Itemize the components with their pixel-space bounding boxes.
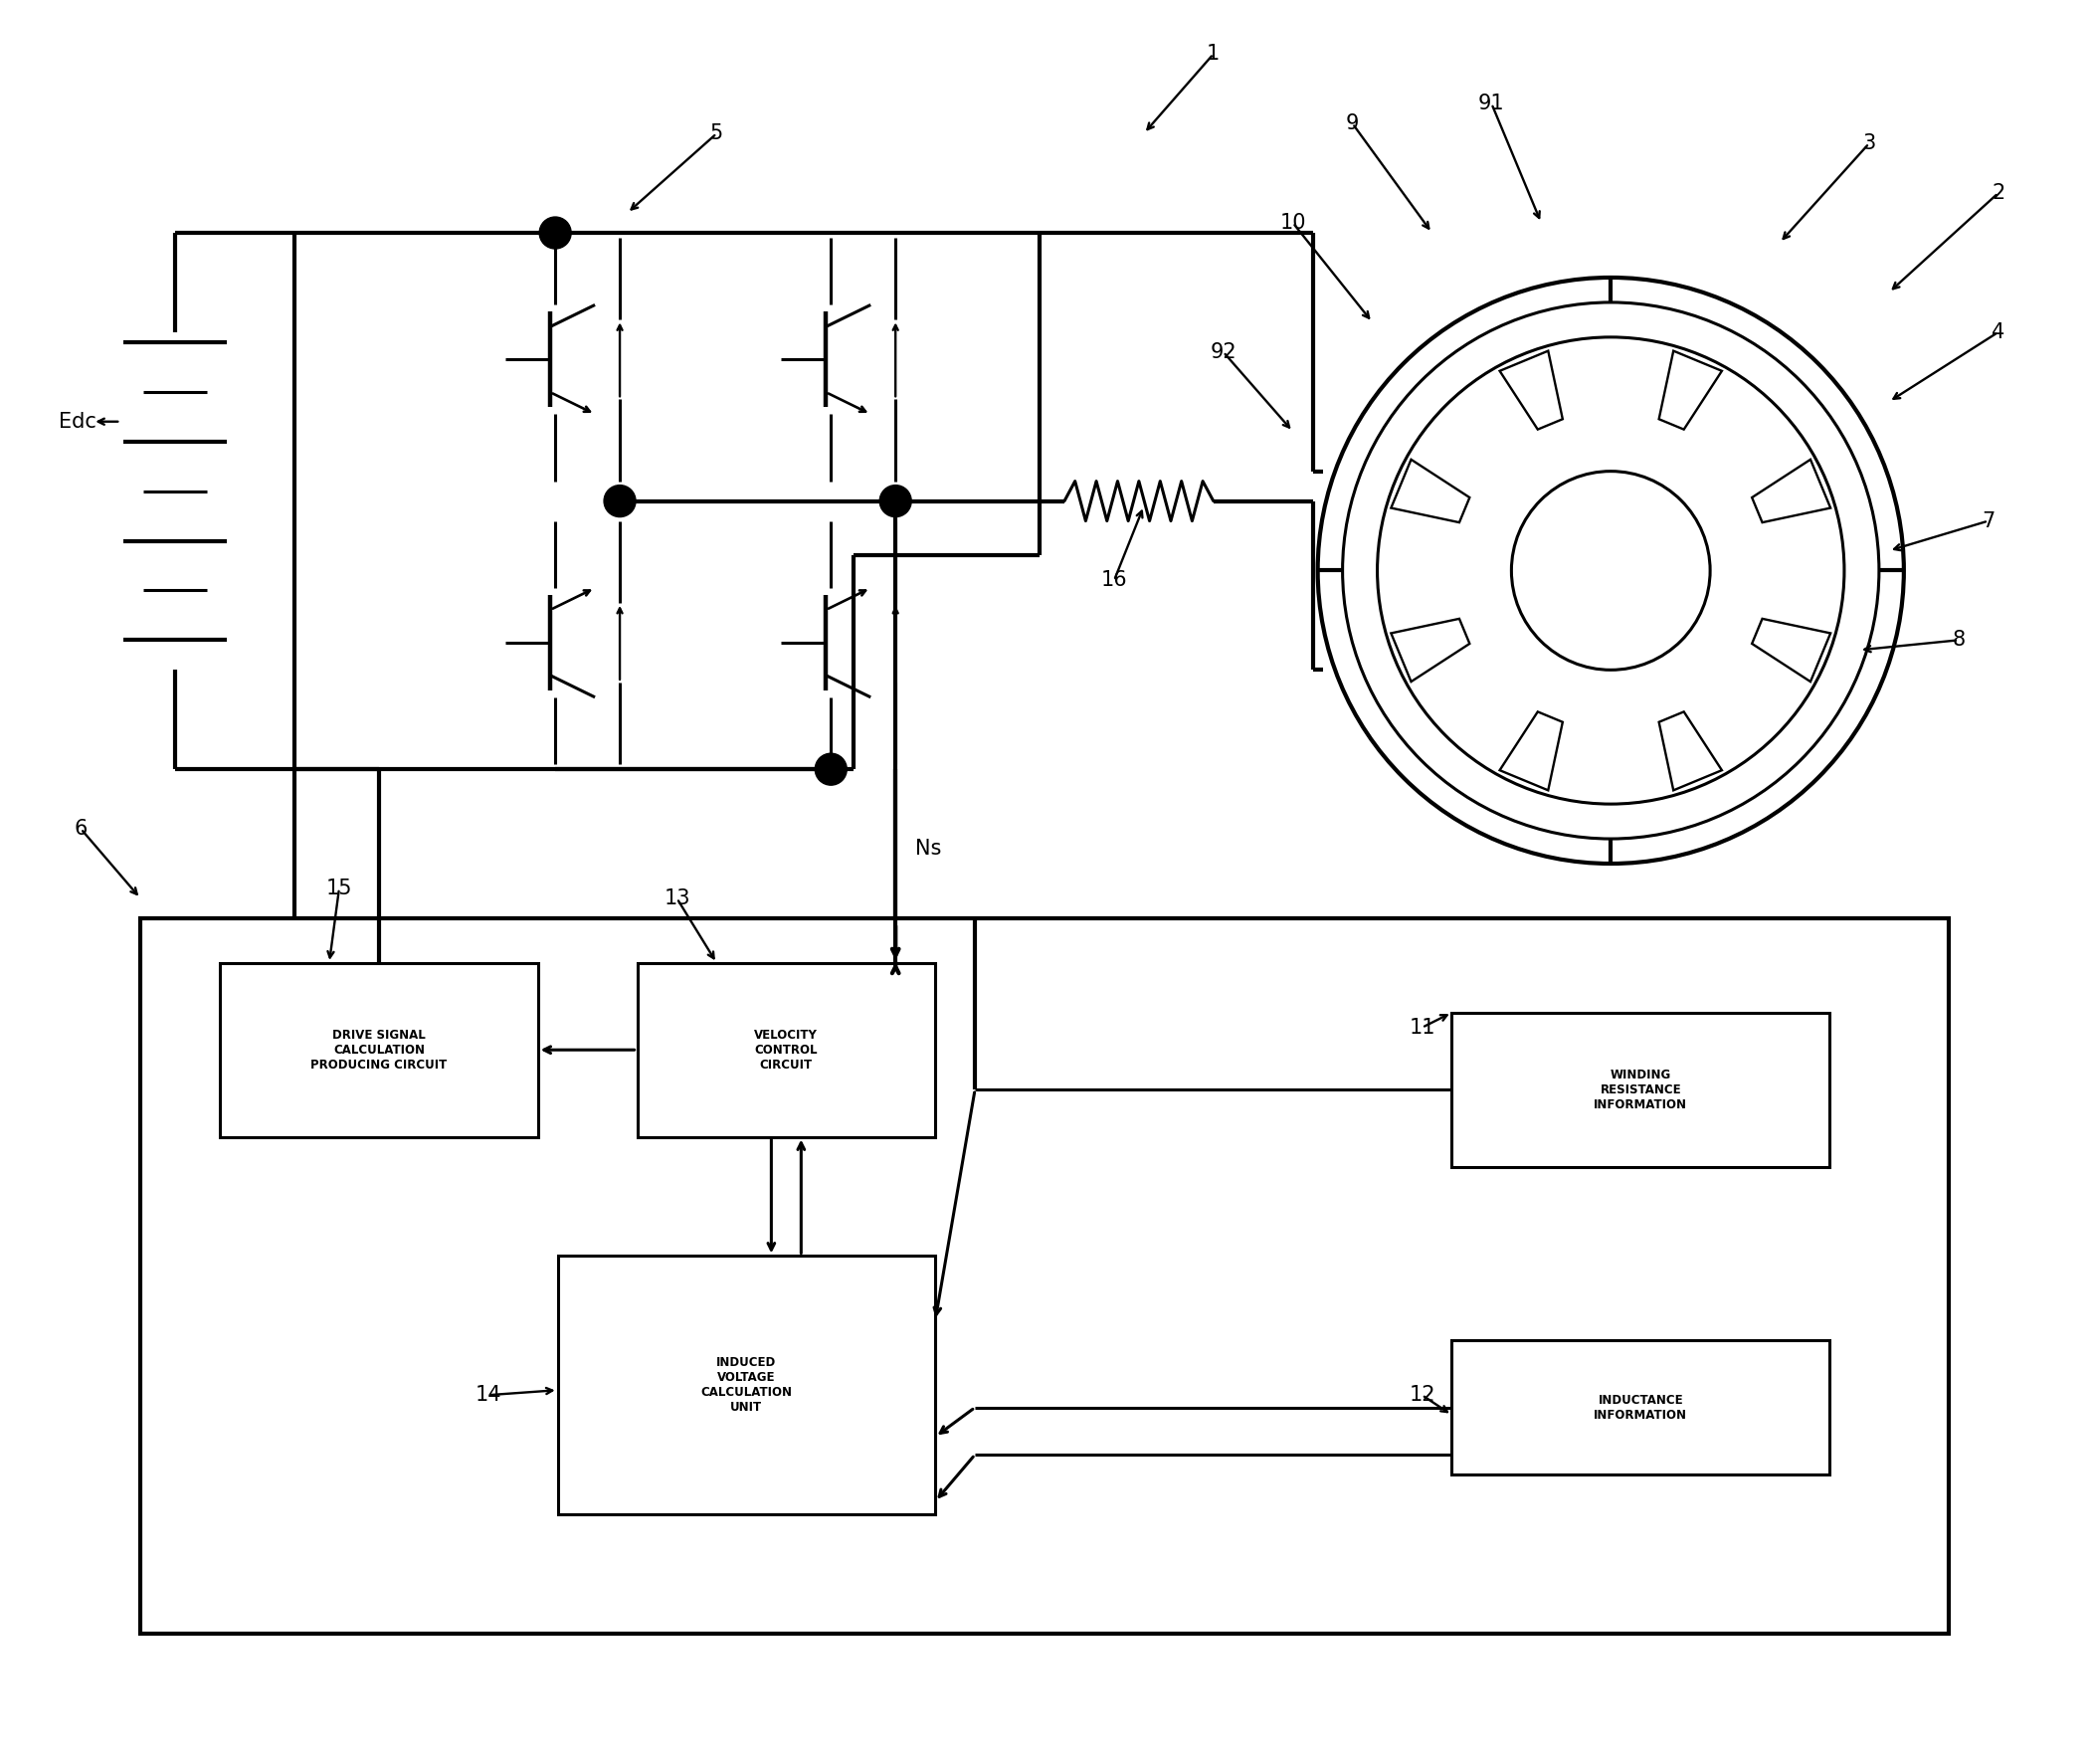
Text: WINDING
RESISTANCE
INFORMATION: WINDING RESISTANCE INFORMATION [1595, 1069, 1687, 1111]
Text: 10: 10 [1279, 213, 1306, 233]
Text: 4: 4 [1993, 323, 2005, 342]
Text: 11: 11 [1409, 1018, 1436, 1037]
Bar [1453, 1013, 1829, 1166]
Circle shape [1511, 471, 1710, 670]
Text: Edc: Edc [59, 411, 96, 432]
Text: 12: 12 [1409, 1385, 1436, 1404]
Bar [557, 1256, 936, 1514]
Text: 15: 15 [327, 878, 352, 898]
Text: DRIVE SIGNAL
CALCULATION
PRODUCING CIRCUIT: DRIVE SIGNAL CALCULATION PRODUCING CIRCU… [310, 1028, 448, 1071]
Text: 1: 1 [1208, 44, 1220, 64]
Bar [220, 963, 538, 1136]
Text: 91: 91 [1478, 93, 1505, 113]
Circle shape [605, 485, 636, 517]
Circle shape [879, 485, 910, 517]
Text: 6: 6 [73, 818, 88, 840]
Text: 8: 8 [1953, 630, 1965, 651]
Text: 14: 14 [475, 1385, 502, 1404]
Text: Ns: Ns [915, 838, 942, 859]
Text: VELOCITY
CONTROL
CIRCUIT: VELOCITY CONTROL CIRCUIT [753, 1028, 818, 1071]
Bar [140, 919, 1949, 1633]
Text: 7: 7 [1982, 512, 1995, 531]
Bar [1453, 1341, 1829, 1475]
Text: INDUCTANCE
INFORMATION: INDUCTANCE INFORMATION [1595, 1394, 1687, 1422]
Circle shape [814, 753, 848, 785]
Text: 9: 9 [1346, 113, 1358, 134]
Text: 92: 92 [1210, 342, 1237, 362]
Text: 5: 5 [710, 123, 724, 143]
Text: INDUCED
VOLTAGE
CALCULATION
UNIT: INDUCED VOLTAGE CALCULATION UNIT [701, 1357, 793, 1415]
Text: 2: 2 [1993, 183, 2005, 203]
Text: 16: 16 [1101, 570, 1128, 591]
Text: 3: 3 [1863, 134, 1875, 153]
Bar [636, 963, 936, 1136]
Text: 13: 13 [663, 889, 691, 908]
Circle shape [540, 217, 571, 249]
